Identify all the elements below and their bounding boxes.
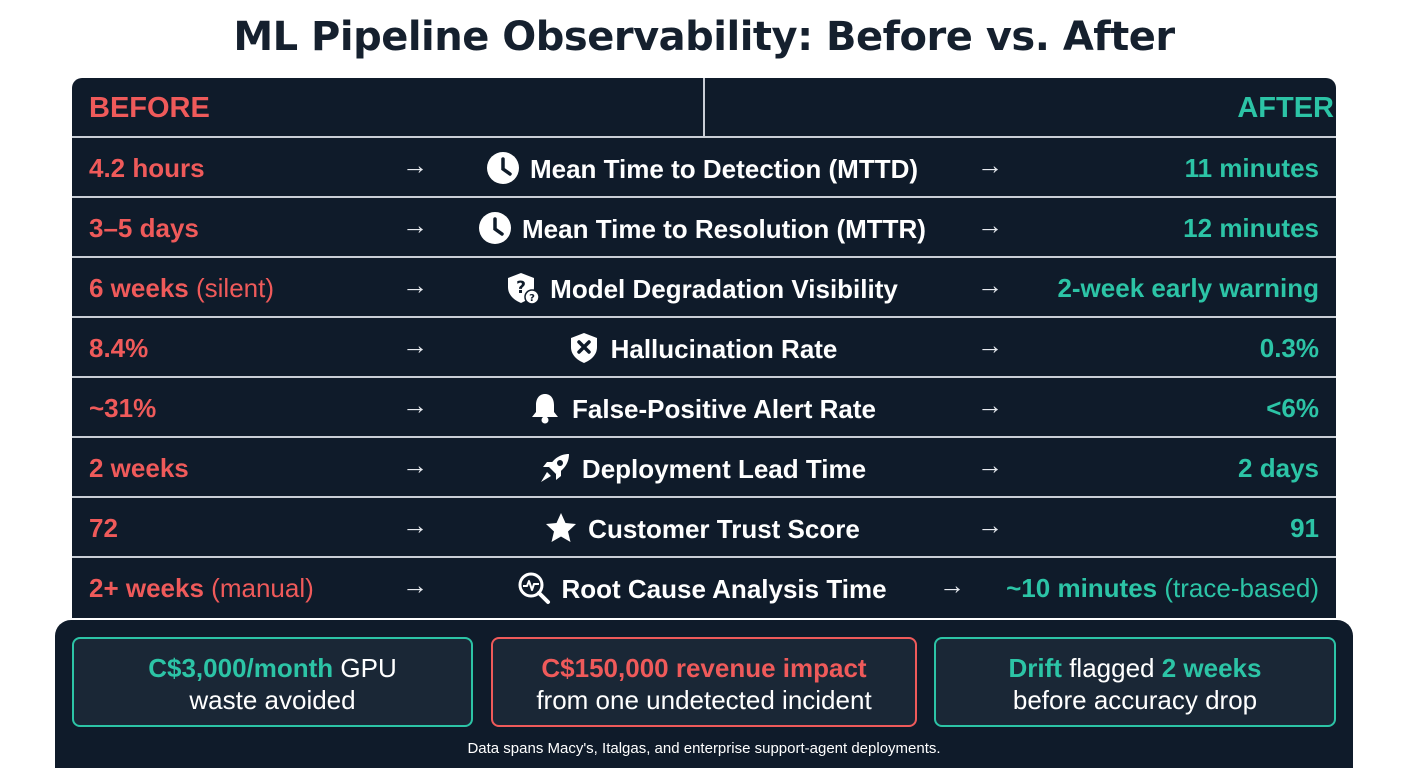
arrow-icon: → — [402, 570, 428, 600]
before-value: 2 weeks — [89, 453, 189, 483]
search-pulse-icon — [518, 572, 551, 604]
after-value: 0.3% — [1259, 333, 1319, 363]
header-before: BEFORE — [89, 92, 210, 124]
arrow-icon: → — [977, 270, 1003, 300]
before-value: 3–5 days — [89, 213, 199, 243]
before-value: 72 — [89, 513, 118, 543]
table-row: 72 → Customer Trust Score → 91 — [72, 498, 1336, 558]
shield-x-icon — [570, 333, 597, 363]
before-value: 8.4% — [89, 333, 149, 363]
header-divider — [703, 78, 705, 138]
arrow-icon: → — [977, 150, 1003, 180]
arrow-icon: → — [402, 510, 428, 540]
card-highlight-2: 2 weeks — [1161, 653, 1262, 683]
card-highlight: C$150,000 revenue impact — [541, 653, 867, 683]
after-value: ~10 minutes (trace-based) — [1006, 573, 1319, 603]
impact-card-revenue: C$150,000 revenue impact from one undete… — [491, 637, 917, 727]
after-value: 11 minutes — [1184, 153, 1319, 183]
metric-label: Deployment Lead Time — [432, 451, 972, 485]
metric-label: Mean Time to Detection (MTTD) — [432, 151, 972, 185]
footnote: Data spans Macy's, Italgas, and enterpri… — [467, 740, 941, 757]
svg-text:?: ? — [516, 278, 526, 298]
svg-text:?: ? — [529, 293, 535, 304]
before-value: 4.2 hours — [89, 153, 205, 183]
card-highlight: C$3,000/month — [148, 653, 334, 683]
after-value: <6% — [1266, 393, 1319, 423]
arrow-icon: → — [402, 450, 428, 480]
before-note: (silent) — [195, 273, 274, 303]
arrow-icon: → — [402, 150, 428, 180]
table-row: 6 weeks (silent) → ?? Model Degradation V… — [72, 258, 1336, 318]
star-icon — [546, 513, 577, 542]
metric-label: Mean Time to Resolution (MTTR) — [432, 211, 972, 245]
arrow-icon: → — [977, 330, 1003, 360]
card-line2: waste avoided — [189, 685, 356, 715]
before-note: (manual) — [211, 573, 314, 603]
shield-question-icon: ?? — [508, 273, 540, 305]
arrow-icon: → — [402, 270, 428, 300]
card-highlight: Drift — [1008, 653, 1062, 683]
page-title: ML Pipeline Observability: Before vs. Af… — [233, 14, 1175, 60]
arrow-icon: → — [402, 330, 428, 360]
metric-label: False-Positive Alert Rate — [432, 391, 972, 425]
after-value: 91 — [1290, 513, 1319, 543]
clock-icon — [479, 212, 512, 244]
after-value: 12 minutes — [1183, 213, 1319, 243]
arrow-icon: → — [402, 390, 428, 420]
table-row: 2 weeks → Deployment Lead Time → 2 days — [72, 438, 1336, 498]
metric-label: Customer Trust Score — [432, 511, 972, 545]
after-note: (trace-based) — [1164, 573, 1319, 603]
metric-label: ?? Model Degradation Visibility — [432, 271, 972, 305]
card-line2: from one undetected incident — [536, 685, 872, 715]
comparison-table: BEFORE AFTER 4.2 hours → Mean Time to De… — [72, 78, 1336, 618]
metric-label: Hallucination Rate — [432, 331, 972, 365]
table-row: 3–5 days → Mean Time to Resolution (MTTR… — [72, 198, 1336, 258]
metric-label: Root Cause Analysis Time — [432, 571, 972, 605]
impact-card-gpu: C$3,000/month GPU waste avoided — [72, 637, 473, 727]
card-line2: before accuracy drop — [1012, 685, 1258, 715]
arrow-icon: → — [977, 390, 1003, 420]
arrow-icon: → — [939, 570, 965, 600]
table-row: ~31% → False-Positive Alert Rate → <6% — [72, 378, 1336, 438]
after-value: 2 days — [1238, 453, 1319, 483]
rocket-icon — [540, 454, 569, 482]
after-value: 2-week early warning — [1057, 273, 1319, 303]
bell-icon — [532, 394, 559, 424]
table-row: 8.4% → Hallucination Rate → 0.3% — [72, 318, 1336, 378]
card-text: flagged — [1061, 653, 1162, 683]
arrow-icon: → — [977, 210, 1003, 240]
table-row: 4.2 hours → Mean Time to Detection (MTTD… — [72, 138, 1336, 198]
impact-panel: C$3,000/month GPU waste avoided C$150,00… — [55, 620, 1353, 768]
before-value: ~31% — [89, 393, 157, 423]
header-after: AFTER — [1237, 92, 1334, 124]
table-header: BEFORE AFTER — [72, 78, 1336, 138]
before-value: 6 weeks (silent) — [89, 273, 274, 303]
clock-icon — [486, 152, 519, 184]
before-value: 2+ weeks (manual) — [89, 573, 314, 603]
table-row: 2+ weeks (manual) → Root Cause Analysis … — [72, 558, 1336, 618]
arrow-icon: → — [977, 450, 1003, 480]
card-text: GPU — [333, 653, 397, 683]
impact-card-drift: Drift flagged 2 weeks before accuracy dr… — [934, 637, 1336, 727]
arrow-icon: → — [402, 210, 428, 240]
arrow-icon: → — [977, 510, 1003, 540]
